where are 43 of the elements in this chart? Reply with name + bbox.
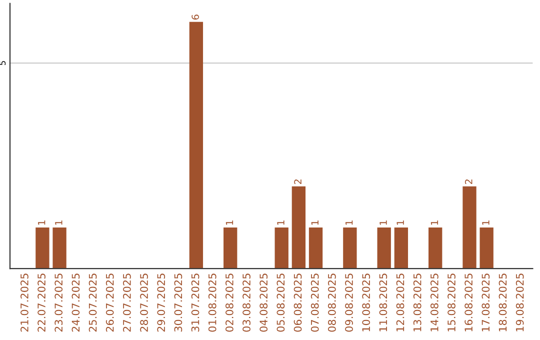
x-tick-label: 13.08.2025 — [413, 274, 422, 332]
data-label: 2 — [464, 180, 472, 184]
x-tick-label: 23.07.2025 — [54, 274, 63, 332]
x-tick-label: 04.08.2025 — [260, 274, 268, 332]
x-tick-label: 09.08.2025 — [345, 274, 353, 332]
x-tick-label: 01.08.2025 — [208, 274, 216, 332]
x-tick-label: 07.08.2025 — [310, 274, 319, 332]
data-label: 1 — [226, 220, 234, 225]
data-label: 1 — [311, 220, 318, 225]
data-label: 1 — [38, 220, 46, 225]
x-tick-label: 16.08.2025 — [464, 274, 473, 332]
x-tick-label: 29.07.2025 — [157, 274, 166, 332]
x-tick-label: 25.07.2025 — [88, 274, 97, 332]
x-tick-label: 12.08.2025 — [396, 274, 404, 332]
x-tick-label: 26.07.2025 — [106, 274, 114, 332]
x-tick-label: 24.07.2025 — [72, 274, 80, 332]
x-tick-label: 10.08.2025 — [362, 274, 370, 332]
data-label: 1 — [396, 220, 404, 225]
x-tick-label: 11.08.2025 — [379, 274, 388, 332]
data-label: 1 — [277, 220, 284, 225]
x-tick-label: 06.08.2025 — [294, 274, 302, 332]
x-tick-label: 18.08.2025 — [498, 274, 507, 332]
data-label: 1 — [346, 220, 353, 225]
data-label: 1 — [482, 220, 490, 225]
data-label: 1 — [55, 220, 62, 225]
data-label: 2 — [294, 180, 302, 184]
x-tick-label: 27.07.2025 — [123, 274, 131, 332]
x-tick-label: 22.07.2025 — [38, 274, 46, 332]
x-tick-label: 28.07.2025 — [140, 274, 148, 332]
data-label: 6 — [192, 14, 200, 20]
x-tick-label: 17.08.2025 — [482, 274, 490, 332]
x-tick-label: 15.08.2025 — [448, 274, 456, 332]
data-label: 1 — [380, 220, 387, 225]
x-tick-label: 30.07.2025 — [174, 274, 182, 332]
x-tick-label: 03.08.2025 — [242, 274, 250, 332]
x-tick-label: 19.08.2025 — [516, 274, 524, 332]
x-tick-label: 08.08.2025 — [328, 274, 336, 332]
x-tick-label: 31.07.2025 — [191, 274, 200, 332]
x-tick-label: 21.07.2025 — [20, 274, 28, 332]
x-tick-label: 02.08.2025 — [225, 274, 234, 332]
x-tick-label: 14.08.2025 — [430, 274, 438, 332]
data-label: 1 — [430, 220, 438, 225]
x-tick-label: 05.08.2025 — [276, 274, 285, 332]
